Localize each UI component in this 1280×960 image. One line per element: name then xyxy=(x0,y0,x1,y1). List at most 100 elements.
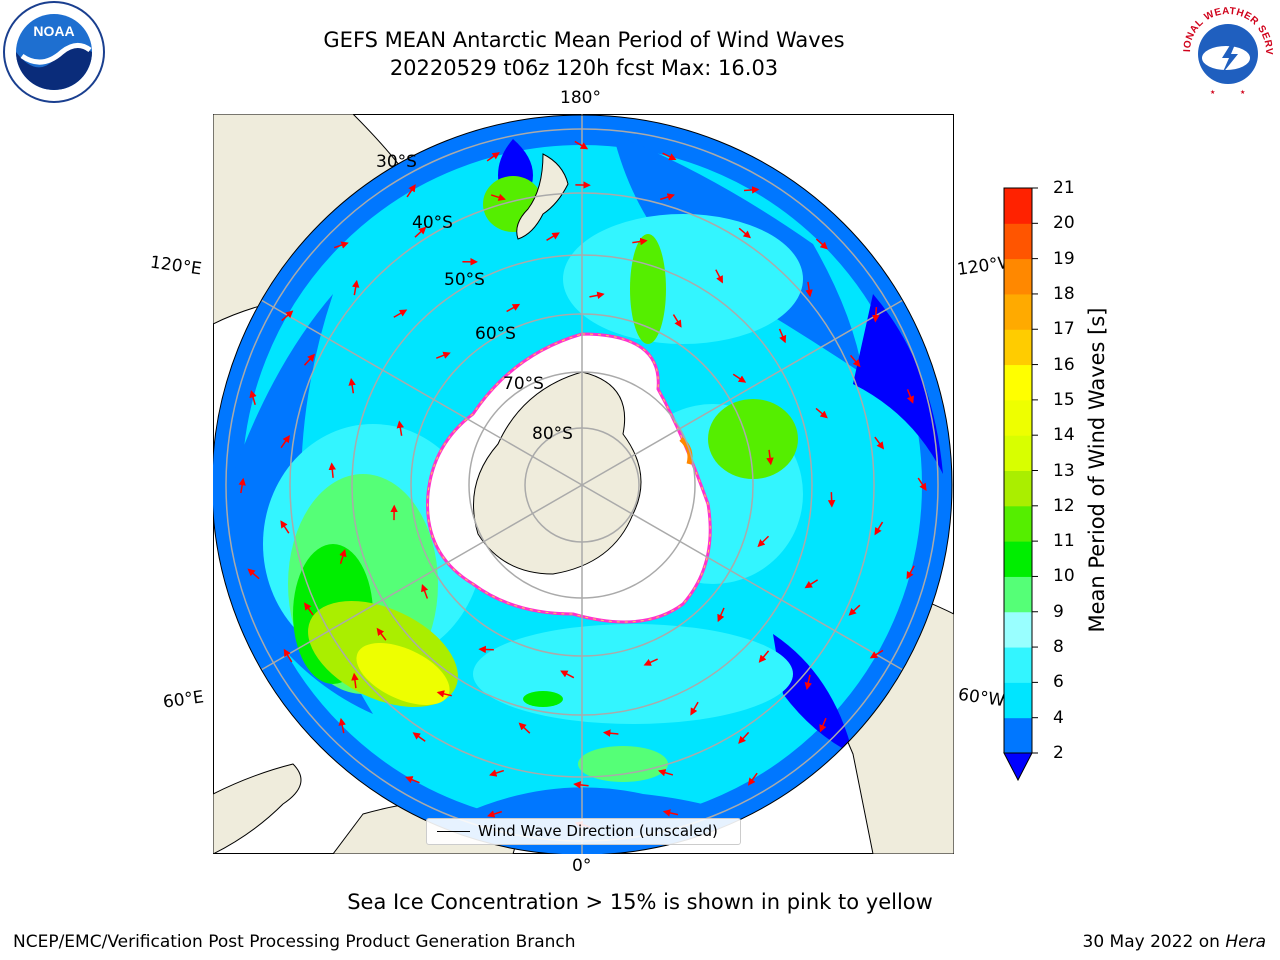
footer-date: 30 May 2022 on xyxy=(1082,932,1226,952)
wave-direction-arrow xyxy=(743,186,760,194)
wave-direction-arrow xyxy=(906,565,915,580)
colorbar-underflow-triangle xyxy=(1003,752,1033,782)
lon-label-0: 0° xyxy=(572,856,592,876)
lon-label-120e: 120°E xyxy=(148,252,203,280)
wave-direction-arrow xyxy=(351,672,359,689)
wave-direction-arrow xyxy=(351,279,360,296)
wave-direction-arrow xyxy=(872,306,880,323)
wind-wave-arrows xyxy=(238,140,927,829)
colorbar-segment xyxy=(1004,258,1032,295)
wave-direction-arrow xyxy=(874,436,885,450)
wave-direction-arrow xyxy=(486,152,500,162)
colorbar-segment xyxy=(1004,470,1032,507)
wave-direction-arrow xyxy=(283,648,293,663)
wave-direction-arrow xyxy=(804,579,819,589)
wave-direction-arrow xyxy=(757,535,770,548)
wave-direction-arrow xyxy=(333,241,349,249)
colorbar-segment xyxy=(1004,682,1032,719)
wave-direction-arrow xyxy=(339,548,347,564)
noaa-logo-text: NOAA xyxy=(33,23,74,39)
colorbar-segment xyxy=(1004,576,1032,613)
colorbar-tick-label: 9 xyxy=(1053,601,1064,622)
wave-direction-arrow xyxy=(659,193,675,201)
sea-ice-note: Sea Ice Concentration > 15% is shown in … xyxy=(347,890,933,914)
colorbar-tick-label: 14 xyxy=(1053,425,1075,446)
colorbar-segment xyxy=(1004,293,1032,330)
wave-direction-arrow xyxy=(518,722,531,734)
wave-direction-arrow xyxy=(573,781,589,789)
colorbar-tick-label: 11 xyxy=(1053,531,1075,552)
colorbar-tick-label: 20 xyxy=(1053,213,1075,234)
colorbar-segment xyxy=(1004,505,1032,542)
wave-direction-arrow xyxy=(917,477,927,491)
wave-direction-arrow xyxy=(815,407,828,419)
colorbar-tick-label: 12 xyxy=(1053,495,1075,516)
colorbar-tick-label: 17 xyxy=(1053,319,1075,340)
colorbar-tick-label: 6 xyxy=(1053,672,1064,693)
wave-direction-arrow xyxy=(412,732,426,742)
map-legend: Wind Wave Direction (unscaled) xyxy=(426,818,741,845)
colorbar-tick-label: 16 xyxy=(1053,354,1075,375)
wave-direction-arrow xyxy=(574,140,589,150)
wave-direction-arrow xyxy=(732,373,747,383)
wave-direction-arrow xyxy=(376,627,387,641)
wave-direction-arrow xyxy=(489,769,505,777)
footer-timestamp: 30 May 2022 on Hera xyxy=(1083,932,1267,952)
wave-direction-arrow xyxy=(819,717,827,733)
wave-direction-arrow xyxy=(632,237,648,246)
footer-host: Hera xyxy=(1225,932,1266,952)
legend-label: Wind Wave Direction (unscaled) xyxy=(478,822,718,840)
colorbar-tick-label: 19 xyxy=(1053,248,1075,269)
colorbar-tick-label: 2 xyxy=(1053,743,1064,763)
wave-direction-arrow xyxy=(815,238,828,250)
lon-label-180: 180° xyxy=(560,88,601,108)
wave-direction-arrow xyxy=(589,291,605,300)
wave-direction-arrow xyxy=(602,729,619,737)
wave-direction-arrow xyxy=(658,769,674,777)
footer-credit: NCEP/EMC/Verification Post Processing Pr… xyxy=(13,932,576,952)
wave-direction-arrow xyxy=(406,184,416,198)
colorbar-segment xyxy=(1004,223,1032,260)
colorbar-segment xyxy=(1004,541,1032,577)
polar-map[interactable] xyxy=(213,114,954,854)
wave-direction-arrow xyxy=(690,701,699,716)
colorbar-segment xyxy=(1004,717,1032,754)
wave-direction-arrow xyxy=(436,690,452,698)
colorbar-segment xyxy=(1004,435,1032,471)
wave-direction-arrow xyxy=(778,328,787,344)
svg-text:★: ★ xyxy=(1240,89,1245,96)
wave-direction-arrow xyxy=(643,658,658,666)
colorbar-tick-label: 8 xyxy=(1053,637,1064,658)
chart-subtitle: 20220529 t06z 120h fcst Max: 16.03 xyxy=(389,56,779,80)
wave-direction-arrow xyxy=(804,674,812,691)
wave-direction-arrow xyxy=(249,389,257,406)
wave-direction-arrow xyxy=(766,449,774,466)
wave-direction-arrow xyxy=(280,520,290,534)
wave-direction-arrow xyxy=(421,583,429,599)
wave-direction-arrow xyxy=(281,310,294,322)
wave-direction-arrow xyxy=(715,269,723,284)
wave-direction-arrow xyxy=(414,226,427,238)
wave-direction-arrow xyxy=(758,650,770,663)
wave-direction-arrow xyxy=(393,309,408,318)
wave-direction-arrow xyxy=(304,602,314,616)
wave-direction-arrow xyxy=(849,354,861,368)
nws-logo: NATIONAL WEATHER SERVICE ★ ★ xyxy=(1176,0,1278,102)
wave-direction-arrow xyxy=(662,809,679,817)
colorbar-segment xyxy=(1004,188,1032,224)
wave-direction-arrow xyxy=(280,434,290,449)
colorbar-tick-label: 21 xyxy=(1053,178,1075,198)
wave-direction-arrow xyxy=(747,772,758,786)
wave-direction-arrow xyxy=(487,810,503,818)
wave-direction-arrow xyxy=(436,351,451,359)
lon-label-60e: 60°E xyxy=(161,687,206,713)
wave-direction-arrow xyxy=(874,521,884,536)
wave-direction-arrow xyxy=(546,232,560,241)
colorbar-tick-label: 18 xyxy=(1053,283,1075,304)
wave-direction-arrow xyxy=(848,604,861,616)
lat-label-70s: 70°S xyxy=(503,374,544,394)
chart-title: GEFS MEAN Antarctic Mean Period of Wind … xyxy=(323,28,845,52)
wave-direction-arrow xyxy=(560,670,575,679)
lat-label-40s: 40°S xyxy=(412,213,453,233)
lat-label-80s: 80°S xyxy=(532,424,573,444)
